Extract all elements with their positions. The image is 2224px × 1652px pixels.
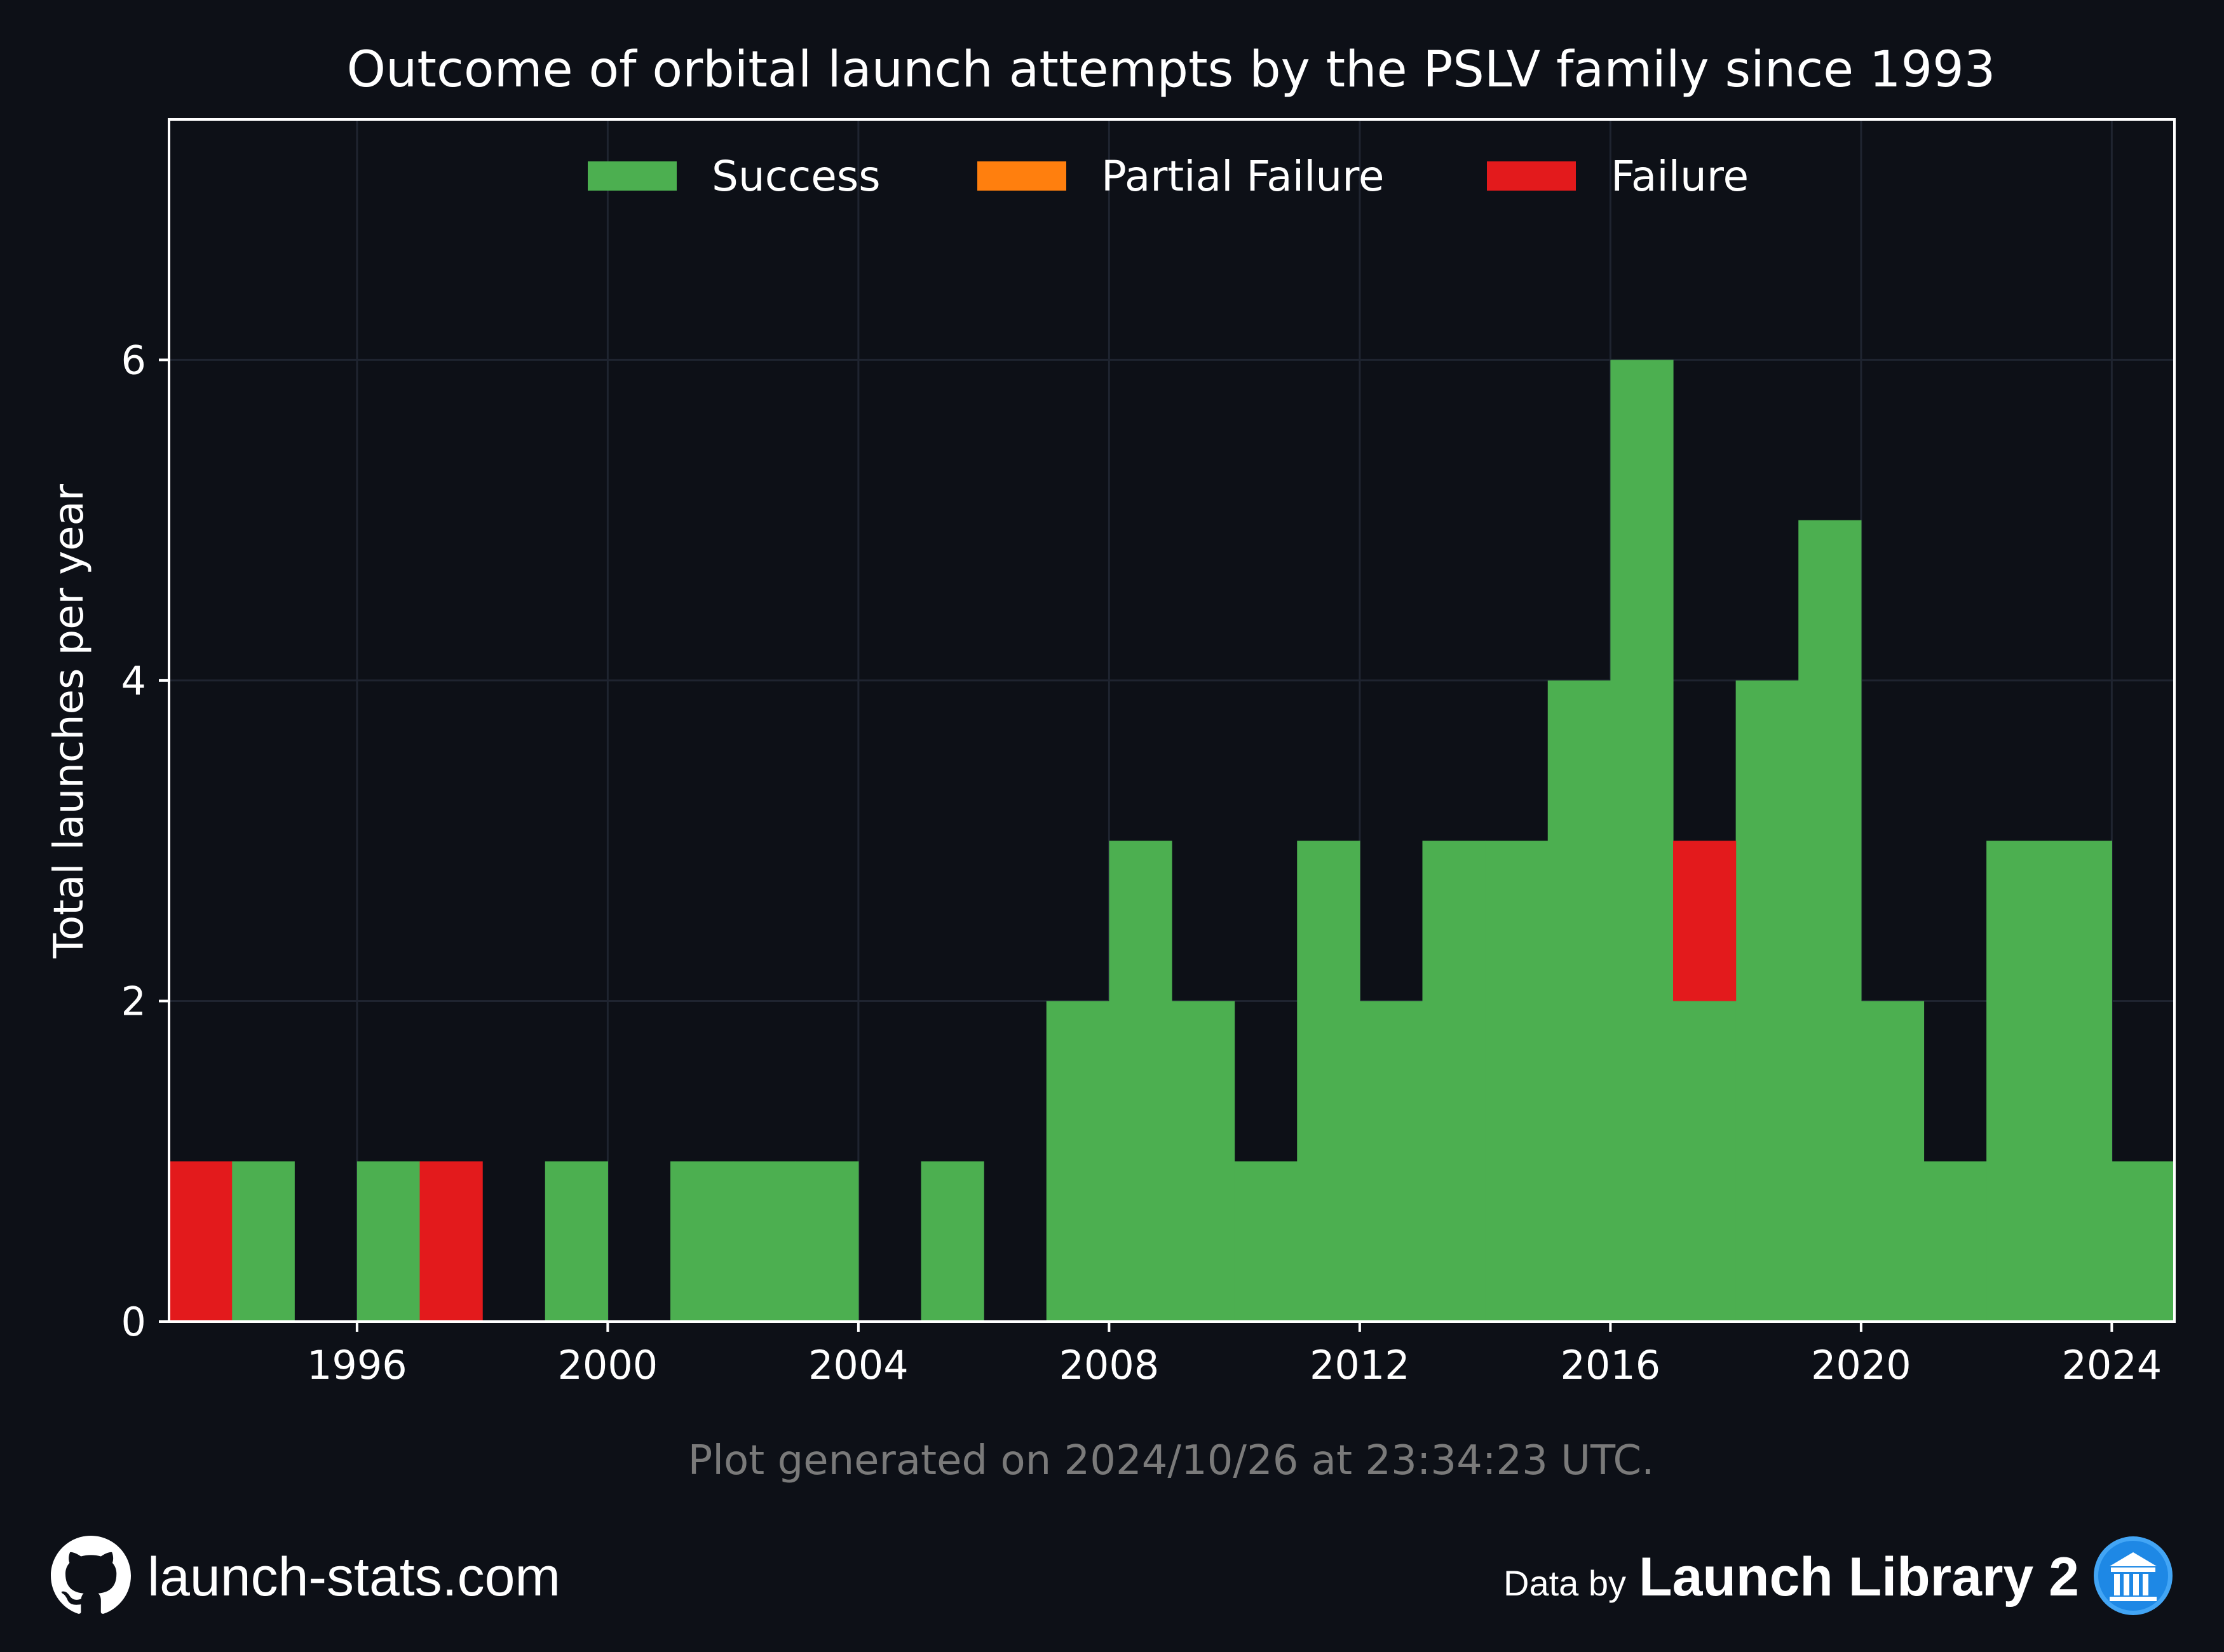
plot-caption: Plot generated on 2024/10/26 at 23:34:23… (688, 1437, 1655, 1484)
legend-swatch-failure (1487, 161, 1576, 191)
bar-failure (169, 1161, 233, 1322)
bar-success (1109, 841, 1172, 1322)
data-source-name[interactable]: Launch Library 2 (1639, 1546, 2079, 1608)
bar-success (1234, 1161, 1298, 1322)
data-by-label: Data by (1503, 1562, 1627, 1603)
plot-frame (168, 118, 2176, 1323)
x-tick-label: 2008 (1059, 1342, 1159, 1388)
bar-success (1861, 1001, 1925, 1322)
x-tick-label: 2012 (1310, 1342, 1410, 1388)
y-tick-label: 2 (121, 978, 146, 1024)
bar-success (1485, 841, 1549, 1322)
x-tick-label: 2004 (808, 1342, 909, 1388)
bar-success (733, 1161, 796, 1322)
y-tick-label: 0 (121, 1299, 146, 1345)
legend-swatch-partial-failure (977, 161, 1066, 191)
footer-site[interactable]: launch-stats.com (51, 1533, 560, 1622)
site-link[interactable]: launch-stats.com (147, 1546, 561, 1608)
x-tick-label: 2016 (1560, 1342, 1660, 1388)
footer-source: Data by Launch Library 2 (1503, 1533, 2174, 1622)
bar-success (1798, 520, 1862, 1322)
bar-success (1422, 841, 1486, 1322)
x-tick-label: 2000 (557, 1342, 658, 1388)
bar-failure (1673, 841, 1737, 1001)
launch-library-icon (2092, 1534, 2174, 1620)
bar-success (1986, 841, 2050, 1322)
y-axis-label: Total launches per year (46, 484, 93, 959)
x-tick-label: 2024 (2061, 1342, 2162, 1388)
bar-success (1735, 680, 1799, 1322)
bar-success (545, 1161, 608, 1322)
bar-success (670, 1161, 734, 1322)
y-tick-label: 4 (121, 658, 146, 704)
bar-failure (419, 1161, 483, 1322)
ticks: 1996 2000 2004 2008 2012 2016 2020 2024 0 2 4 6 (121, 337, 2162, 1388)
y-tick-label: 6 (121, 337, 146, 383)
x-tick-label: 2020 (1811, 1342, 1911, 1388)
bar-success (231, 1161, 295, 1322)
bar-success (1610, 360, 1674, 1322)
bar-success (1359, 1001, 1423, 1322)
legend: Success Partial Failure Failure (588, 152, 1749, 201)
legend-swatch-success (588, 161, 677, 191)
bar-success (1046, 1001, 1109, 1322)
bar-success (2049, 841, 2112, 1322)
bar-success (1172, 1001, 1235, 1322)
axes (168, 118, 2176, 1323)
bar-success (1547, 680, 1611, 1322)
github-icon (51, 1536, 131, 1618)
bar-success (1673, 1001, 1737, 1322)
legend-label-success: Success (712, 152, 881, 201)
bar-success (2112, 1161, 2175, 1322)
bar-success (921, 1161, 984, 1322)
bar-success (796, 1161, 859, 1322)
x-tick-label: 1996 (307, 1342, 407, 1388)
chart-title: Outcome of orbital launch attempts by th… (347, 41, 1996, 98)
legend-label-failure: Failure (1611, 152, 1749, 201)
bar-success (1297, 841, 1360, 1322)
bars (169, 360, 2175, 1322)
legend-label-partial-failure: Partial Failure (1101, 152, 1385, 201)
bar-success (356, 1161, 421, 1322)
bar-success (1923, 1161, 1987, 1322)
